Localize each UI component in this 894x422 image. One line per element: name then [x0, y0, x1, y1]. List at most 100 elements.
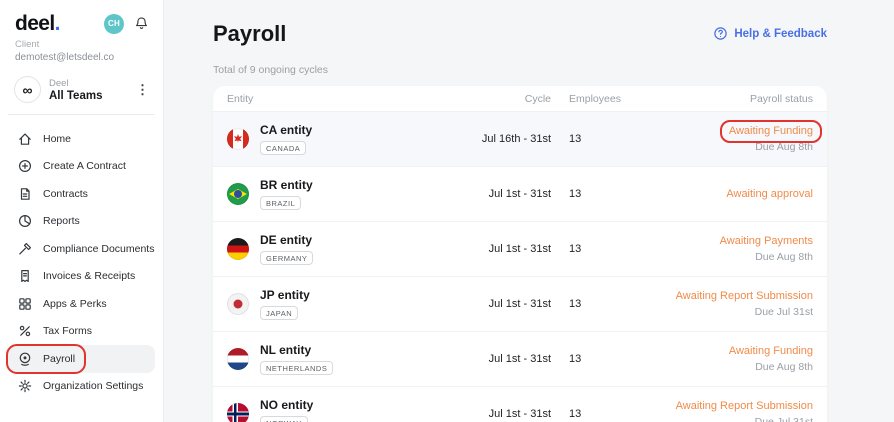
employees-cell: 13: [569, 353, 582, 365]
canada-flag-icon: [227, 128, 249, 150]
table-row-br-entity[interactable]: BR entity BRAZIL Jul 1st - 31st 13 Awaiting …: [213, 167, 827, 222]
payroll-icon: [17, 351, 33, 367]
table-header-row: Entity Cycle Employees Payroll status: [213, 86, 827, 112]
payroll-status-text[interactable]: Awaiting approval: [726, 187, 813, 200]
sidebar-item-label: Organization Settings: [43, 380, 144, 393]
sidebar-item-organization-settings[interactable]: Organization Settings: [8, 373, 155, 401]
column-header-entity: Entity: [227, 92, 254, 105]
table-row-nl-entity[interactable]: NL entity NETHERLANDS Jul 1st - 31st 13 Awai…: [213, 332, 827, 387]
sidebar-item-home[interactable]: Home: [8, 125, 155, 153]
due-date-text: Due Jul 31st: [754, 305, 813, 318]
help-feedback-link[interactable]: Help & Feedback: [713, 26, 827, 41]
bell-icon[interactable]: [133, 15, 150, 32]
account-type: Client: [15, 39, 40, 50]
cycle-cell: Jul 16th - 31st: [481, 133, 551, 145]
table-body: CA entity CANADA Jul 16th - 31st 13 Awaiting…: [213, 112, 827, 422]
sidebar: deel. CH Client demotest@letsdeel.co ∞ D…: [0, 0, 164, 422]
sidebar-item-label: Payroll: [43, 352, 76, 365]
team-selector[interactable]: ∞ Deel All Teams ⋮: [0, 63, 163, 114]
table-row-de-entity[interactable]: DE entity GERMANY Jul 1st - 31st 13 Awaiting…: [213, 222, 827, 277]
sidebar-item-compliance-documents[interactable]: Compliance Documents: [8, 235, 155, 263]
sidebar-item-apps-perks[interactable]: Apps & Perks: [8, 290, 155, 318]
nav-item-wrap: Contracts: [17, 186, 88, 202]
column-header-payroll-status: Payroll status: [749, 92, 813, 105]
country-badge: BRAZIL: [260, 195, 302, 210]
nav-item-wrap: Compliance Documents: [17, 241, 154, 257]
nav-item-wrap: Reports: [17, 213, 80, 229]
page-title: Payroll: [213, 21, 287, 46]
payroll-status-text[interactable]: Awaiting Payments: [719, 234, 813, 247]
due-date-text: Due Aug 8th: [755, 250, 813, 263]
infinity-icon: ∞: [14, 76, 41, 103]
contract-icon: [17, 186, 33, 202]
status-cell: Awaiting Funding Due Aug 8th: [643, 344, 813, 373]
cycle-cell: Jul 1st - 31st: [488, 298, 551, 310]
entity-cell: CA entity CANADA: [227, 123, 443, 156]
entity-name: DE entity: [260, 232, 313, 247]
germany-flag-icon: [227, 238, 249, 260]
column-header-employees: Employees: [569, 92, 621, 105]
entity-name: BR entity: [260, 177, 313, 192]
country-badge: GERMANY: [260, 250, 314, 265]
entity-info: JP entity JAPAN: [260, 288, 310, 321]
status-cell: Awaiting Report Submission Due Jul 31st: [643, 289, 813, 318]
gavel-icon: [17, 241, 33, 257]
payroll-status-text[interactable]: Awaiting Funding: [728, 344, 813, 357]
entity-cell: DE entity GERMANY: [227, 233, 443, 266]
payroll-status-annotated[interactable]: Awaiting Funding: [719, 119, 823, 143]
table-row-no-entity[interactable]: NO entity NORWAY Jul 1st - 31st 13 Awaiting …: [213, 387, 827, 422]
nav-item-wrap: Tax Forms: [17, 323, 92, 339]
country-badge: JAPAN: [260, 305, 299, 320]
status-cell: Awaiting approval: [643, 187, 813, 200]
cycles-summary: Total of 9 ongoing cycles: [213, 64, 328, 76]
sidebar-item-contracts[interactable]: Contracts: [8, 180, 155, 208]
due-date-text: Due Aug 8th: [755, 140, 813, 153]
grid-icon: [17, 296, 33, 312]
sidebar-item-label: Tax Forms: [43, 325, 93, 338]
status-cell: Awaiting Payments Due Aug 8th: [643, 234, 813, 263]
entity-info: DE entity GERMANY: [260, 232, 314, 266]
entity-name: NL entity: [260, 342, 312, 357]
deel-logo: deel.: [15, 12, 61, 35]
question-circle-icon: [713, 26, 728, 41]
sidebar-nav: Home Create A Contract Contracts Reports Com…: [0, 123, 163, 402]
table-row-jp-entity[interactable]: JP entity JAPAN Jul 1st - 31st 13 Awaiting R…: [213, 277, 827, 332]
sidebar-item-create-a-contract[interactable]: Create A Contract: [8, 153, 155, 181]
kebab-menu-icon[interactable]: ⋮: [136, 81, 149, 97]
status-cell: Awaiting Funding Due Aug 8th: [643, 119, 823, 153]
account-email: demotest@letsdeel.co: [15, 52, 115, 63]
payroll-status-text[interactable]: Awaiting Report Submission: [675, 289, 813, 302]
entity-cell: BR entity BRAZIL: [227, 178, 443, 211]
team-name-label: All Teams: [49, 89, 103, 102]
cycle-cell: Jul 1st - 31st: [488, 353, 551, 365]
table-row-ca-entity[interactable]: CA entity CANADA Jul 16th - 31st 13 Awaiting…: [213, 112, 827, 167]
sidebar-item-invoices-receipts[interactable]: Invoices & Receipts: [8, 263, 155, 291]
receipt-icon: [17, 268, 33, 284]
sidebar-item-label: Reports: [43, 215, 80, 228]
sidebar-item-label: Apps & Perks: [43, 297, 107, 310]
nav-item-wrap: Home: [17, 131, 71, 147]
sidebar-item-reports[interactable]: Reports: [8, 208, 155, 236]
norway-flag-icon: [227, 403, 249, 422]
avatar[interactable]: CH: [104, 13, 124, 34]
sidebar-item-tax-forms[interactable]: Tax Forms: [8, 318, 155, 346]
account-info: Client demotest@letsdeel.co: [0, 34, 163, 63]
sidebar-item-label: Invoices & Receipts: [43, 270, 136, 283]
team-selector-labels: Deel All Teams: [49, 78, 102, 102]
country-badge: NETHERLANDS: [260, 360, 334, 375]
entity-cell: NO entity NORWAY: [227, 398, 443, 422]
sidebar-item-payroll[interactable]: Payroll: [5, 343, 155, 374]
team-org-label: Deel: [49, 77, 69, 89]
entity-name: NO entity: [260, 397, 314, 412]
country-badge: NORWAY: [260, 415, 308, 422]
sidebar-item-label: Contracts: [43, 187, 88, 200]
nav-item-wrap: Organization Settings: [17, 378, 143, 394]
japan-flag-icon: [227, 293, 249, 315]
entity-name: JP entity: [260, 287, 310, 302]
due-date-text: Due Jul 31st: [754, 415, 813, 422]
nav-item-wrap: Invoices & Receipts: [17, 268, 135, 284]
home-icon: [17, 131, 33, 147]
cycle-cell: Jul 1st - 31st: [488, 243, 551, 255]
sidebar-top: deel. CH: [0, 13, 163, 34]
payroll-status-text[interactable]: Awaiting Report Submission: [675, 399, 813, 412]
